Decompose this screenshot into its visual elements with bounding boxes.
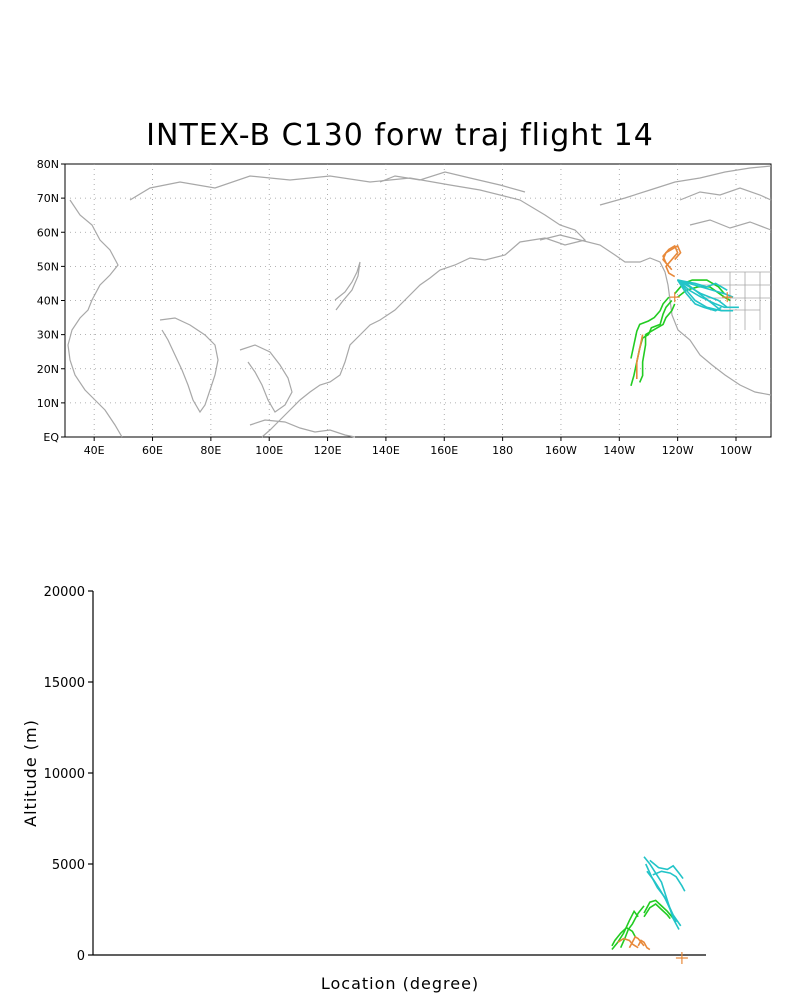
y-axis-title: Altitude (m) bbox=[21, 719, 40, 827]
green-altitude-trajectory bbox=[611, 926, 636, 947]
lon-tick-label: 160E bbox=[430, 444, 458, 457]
altitude-tick-label: 15000 bbox=[44, 676, 85, 691]
lat-tick-label: 80N bbox=[37, 158, 59, 171]
lat-tick-label: 50N bbox=[37, 260, 59, 273]
trajectory-map: 40E 60E 80E 100E 120E 140E 160E 180 160W 140W 120W… bbox=[37, 158, 772, 457]
green-map-trajectory bbox=[638, 303, 676, 383]
coast-west-asia bbox=[67, 199, 123, 438]
lon-tick-label: 160W bbox=[545, 444, 577, 457]
borders-usa bbox=[690, 271, 771, 340]
coastlines bbox=[67, 165, 772, 438]
map-lat-ticks: EQ 10N 20N 30N 40N 50N 60N 70N 80N bbox=[37, 158, 65, 444]
green-map-trajectory bbox=[630, 299, 673, 387]
lat-tick-label: 30N bbox=[37, 329, 59, 342]
coast-north-america bbox=[539, 234, 772, 396]
lat-tick-label: 40N bbox=[37, 295, 59, 308]
lat-tick-label: EQ bbox=[43, 431, 59, 444]
map-gridlines bbox=[65, 164, 771, 437]
map-lon-ticks: 40E 60E 80E 100E 120E 140E 160E 180 160W 140W 120W… bbox=[84, 437, 752, 457]
lat-tick-label: 60N bbox=[37, 226, 59, 239]
coast-india bbox=[159, 317, 219, 414]
cyan-map-trajectory bbox=[677, 279, 734, 312]
orange-altitude-trajectory bbox=[617, 937, 639, 949]
green-map-trajectory bbox=[630, 296, 670, 359]
altitude-tick-label: 10000 bbox=[44, 767, 85, 782]
lat-tick-label: 10N bbox=[37, 397, 59, 410]
cyan-map-trajectory bbox=[677, 279, 739, 309]
lon-tick-label: 120E bbox=[314, 444, 342, 457]
cyan-map-trajectory bbox=[676, 279, 722, 312]
orange-altitude-trajectory bbox=[628, 935, 645, 949]
green-altitude-trajectory bbox=[643, 899, 676, 921]
orange-map-trajectory bbox=[662, 244, 679, 278]
lon-tick-label: 100E bbox=[255, 444, 283, 457]
coast-japan bbox=[334, 261, 361, 311]
altitude-tick-label: 0 bbox=[77, 949, 85, 964]
cyan-map-trajectory bbox=[677, 279, 728, 308]
cyan-altitude-trajectory bbox=[646, 870, 682, 927]
orange-altitude-trajectory bbox=[637, 939, 651, 951]
cyan-altitude-trajectory bbox=[643, 856, 680, 930]
coast-europe-asia bbox=[129, 175, 587, 438]
lon-tick-label: 100W bbox=[720, 444, 752, 457]
green-altitude-trajectory bbox=[619, 905, 645, 949]
cyan-altitude-trajectory bbox=[645, 863, 677, 923]
lon-tick-label: 180 bbox=[492, 444, 513, 457]
altitude-tick-label: 20000 bbox=[44, 585, 85, 600]
altitude-trajectories bbox=[611, 856, 688, 964]
lon-tick-label: 80E bbox=[200, 444, 221, 457]
orange-map-trajectory bbox=[662, 244, 682, 267]
orange-map-trajectory bbox=[636, 334, 644, 379]
coast-arctic-america bbox=[599, 165, 772, 206]
coast-canada-islands bbox=[679, 187, 772, 231]
coast-indonesia bbox=[249, 419, 356, 438]
x-axis-title: Location (degree) bbox=[321, 974, 479, 993]
lon-tick-label: 140W bbox=[603, 444, 635, 457]
altitude-tick-label: 5000 bbox=[52, 858, 85, 873]
lat-tick-label: 20N bbox=[37, 363, 59, 376]
altitude-plus-marker bbox=[675, 952, 688, 964]
lon-tick-label: 140E bbox=[372, 444, 400, 457]
cyan-altitude-trajectory bbox=[649, 859, 684, 880]
map-trajectories bbox=[630, 244, 739, 387]
green-altitude-trajectory bbox=[611, 909, 639, 951]
cyan-map-trajectory bbox=[677, 279, 734, 298]
green-altitude-trajectory bbox=[643, 903, 671, 920]
chart-title: INTEX-B C130 forw traj flight 14 bbox=[146, 118, 654, 153]
altitude-y-ticks: 0 5000 10000 15000 20000 bbox=[44, 585, 93, 964]
map-plus-marker bbox=[722, 292, 733, 303]
lat-tick-label: 70N bbox=[37, 192, 59, 205]
lon-tick-label: 60E bbox=[142, 444, 163, 457]
cyan-altitude-trajectory bbox=[652, 870, 686, 892]
lon-tick-label: 120W bbox=[662, 444, 694, 457]
coast-siberia bbox=[379, 171, 526, 193]
cyan-map-trajectory bbox=[677, 279, 728, 291]
coast-southeast-asia bbox=[239, 344, 293, 413]
map-plus-marker bbox=[669, 292, 680, 303]
lon-tick-label: 40E bbox=[84, 444, 105, 457]
